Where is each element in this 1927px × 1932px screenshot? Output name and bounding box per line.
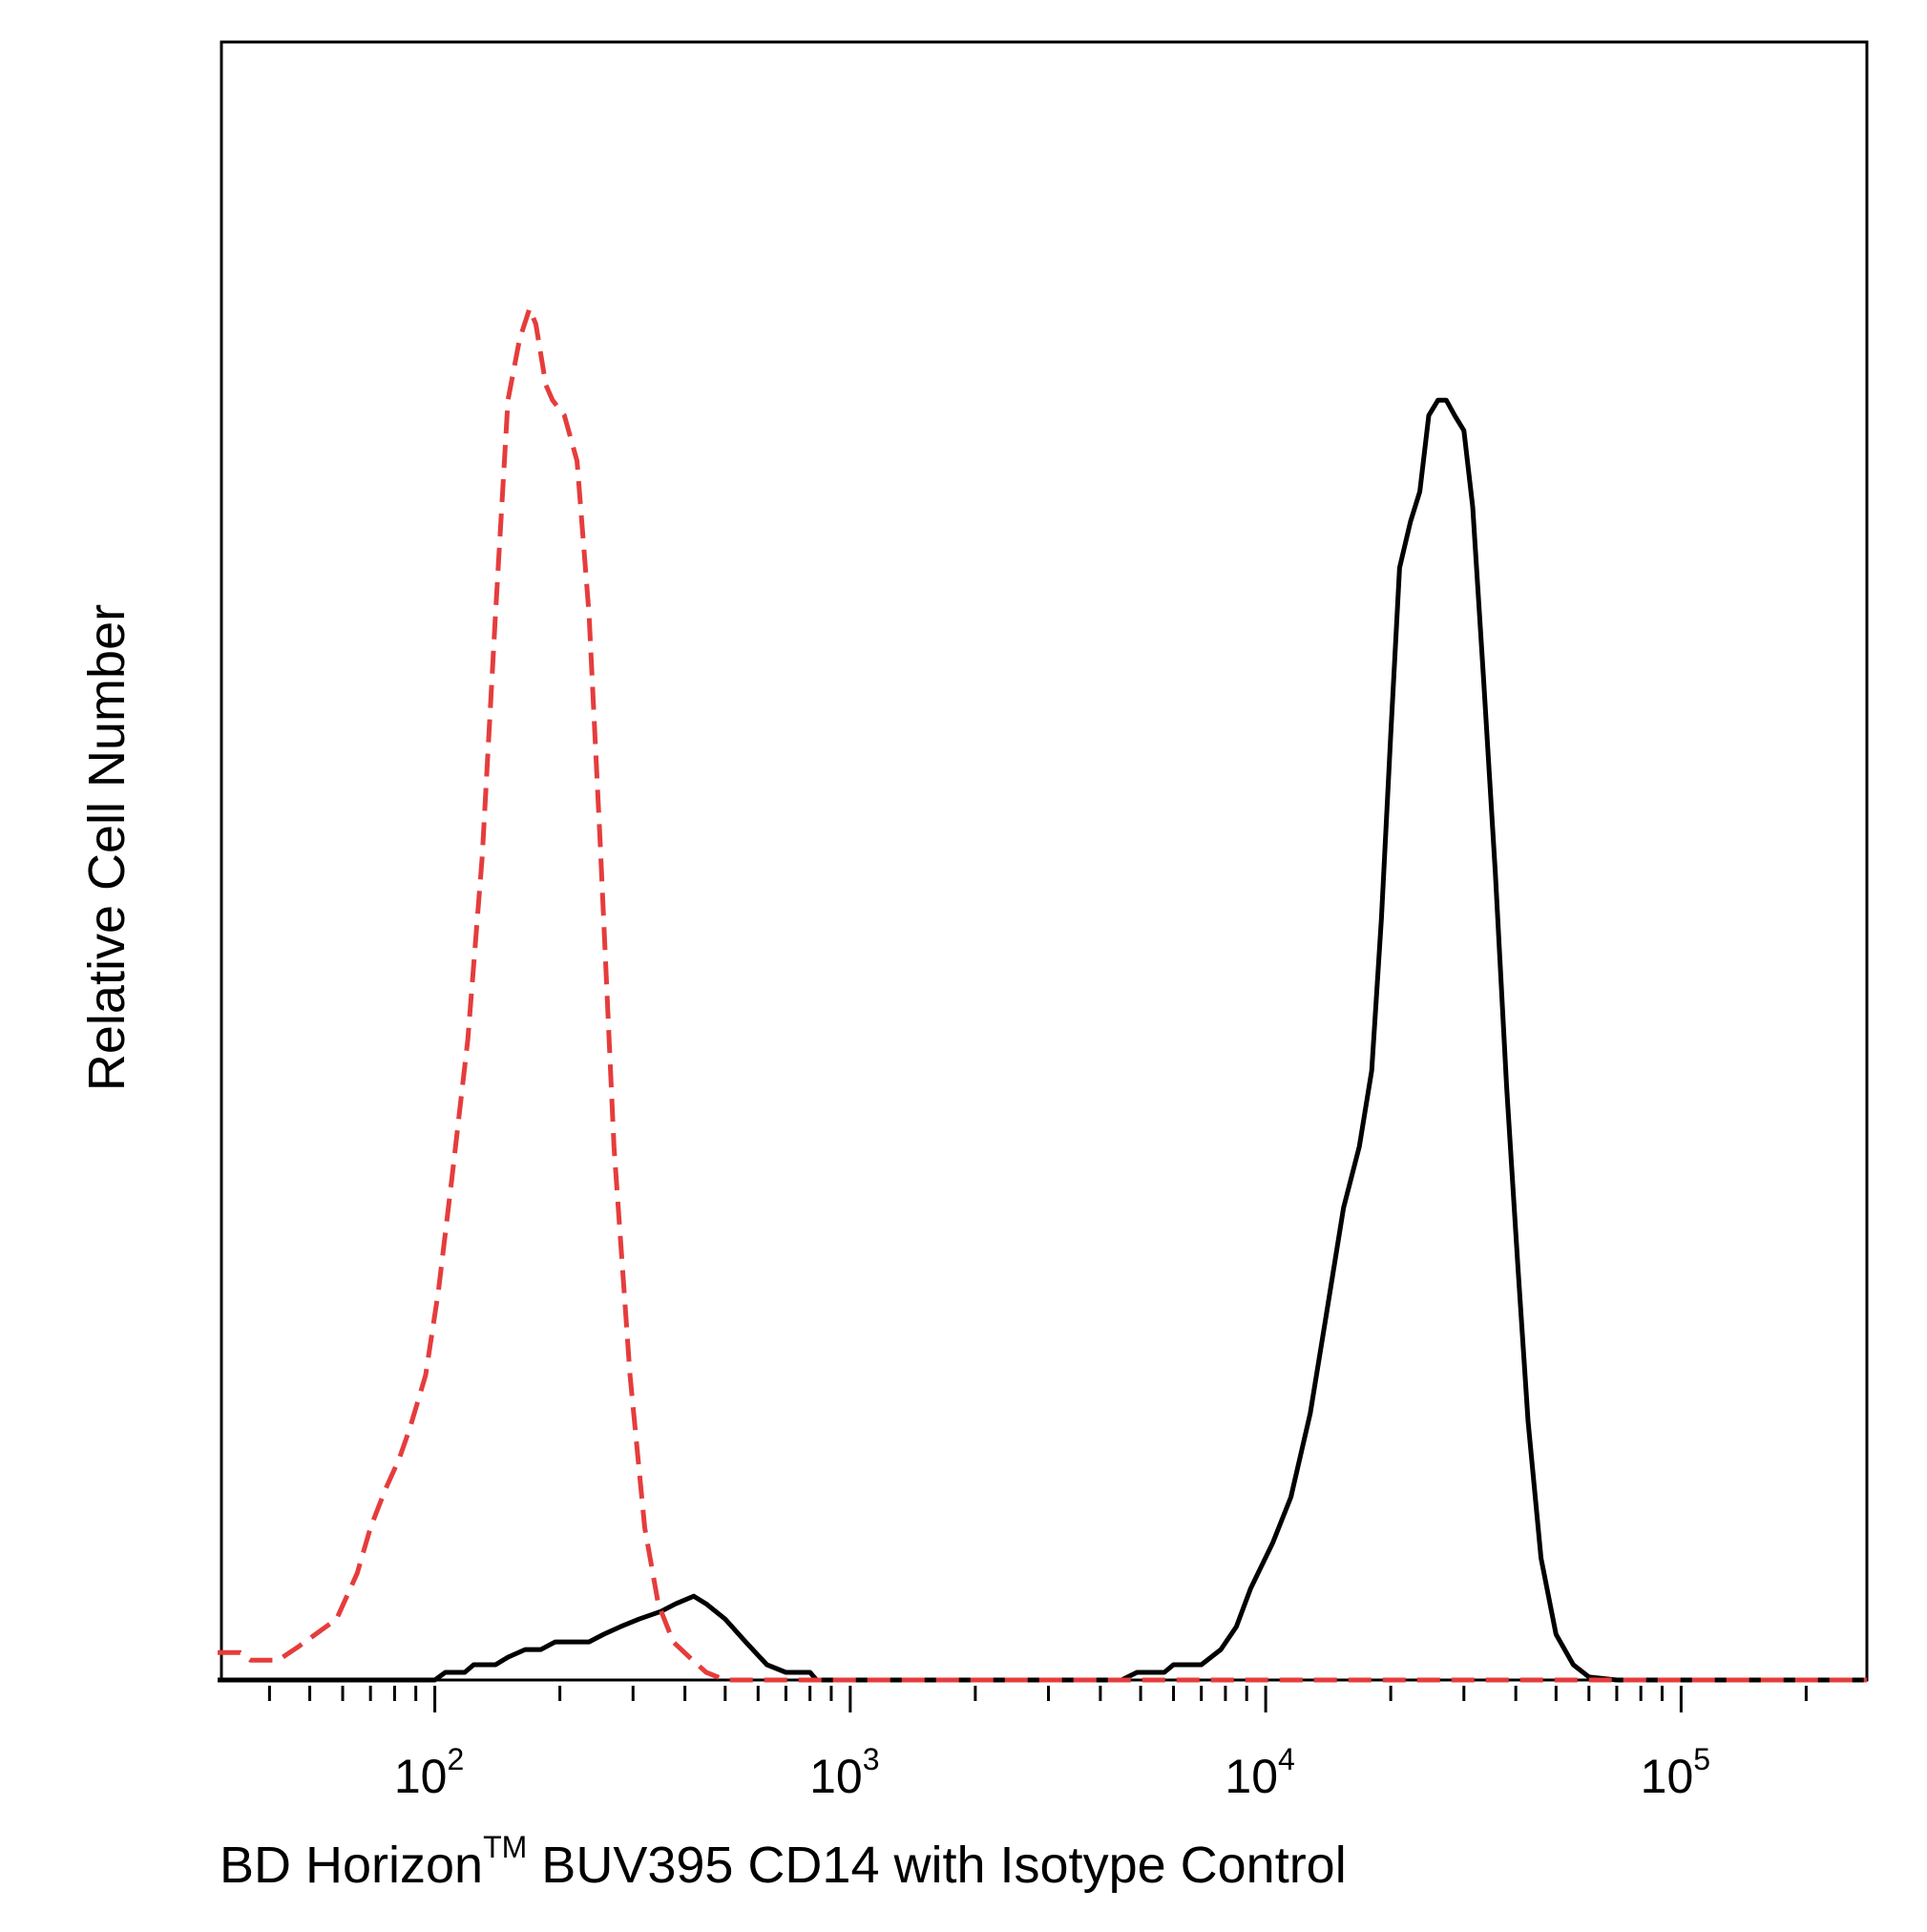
plot-frame-group	[220, 40, 1869, 1682]
x-tick-label: 103	[809, 1742, 879, 1803]
series-line-1	[218, 397, 1867, 1683]
y-axis-title: Relative Cell Number	[78, 604, 136, 1091]
x-axis-title-suffix: BUV395 CD14 with Isotype Control	[527, 1837, 1346, 1894]
series-group	[218, 305, 1867, 1683]
x-tick-label: 104	[1225, 1742, 1294, 1803]
x-tick-label-base: 10	[809, 1750, 863, 1803]
tick-labels: 102 103 104 105	[394, 1742, 1710, 1803]
x-tick-label: 102	[394, 1742, 464, 1803]
x-tick-label-base: 10	[1225, 1750, 1278, 1803]
x-tick-label-exponent: 4	[1278, 1742, 1295, 1776]
x-axis-title-superscript: TM	[483, 1830, 527, 1864]
series-line-2	[218, 305, 1867, 1683]
x-tick-label-base: 10	[1641, 1750, 1694, 1803]
x-axis-ticks	[267, 1686, 1808, 1712]
x-tick-label-base: 10	[394, 1750, 448, 1803]
x-axis-title-prefix: BD Horizon	[220, 1837, 483, 1894]
plot-frame	[220, 40, 1869, 1682]
x-tick-label: 105	[1641, 1742, 1710, 1803]
x-tick-label-exponent: 5	[1693, 1742, 1710, 1776]
x-tick-label-exponent: 2	[448, 1742, 465, 1776]
x-tick-label-exponent: 3	[863, 1742, 880, 1776]
x-axis-title: BD HorizonTM BUV395 CD14 with Isotype Co…	[220, 1830, 1347, 1894]
